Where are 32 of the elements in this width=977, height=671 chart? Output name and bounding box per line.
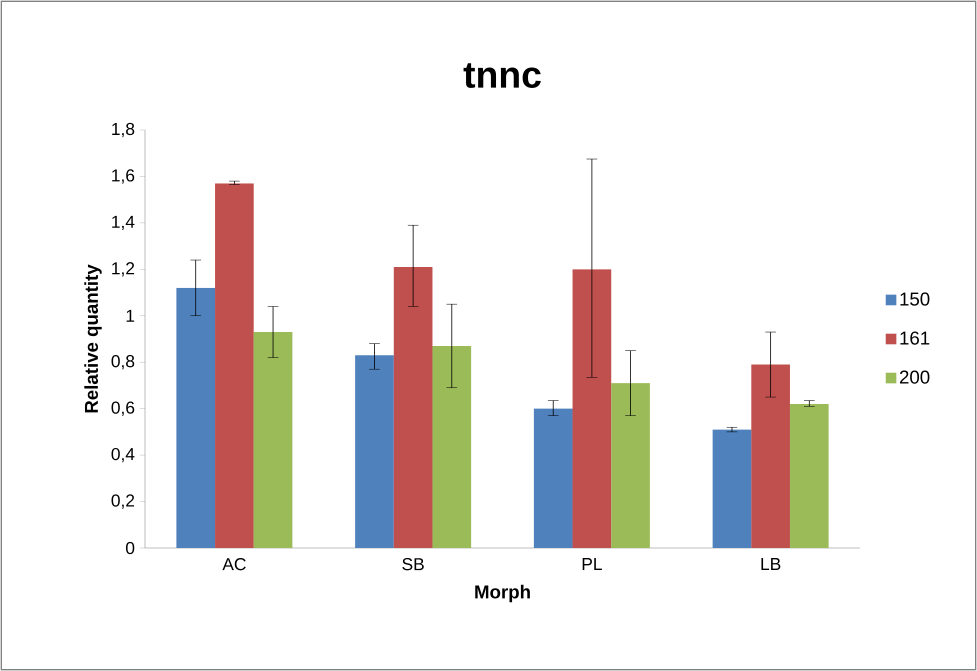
x-tick-label: AC <box>222 558 246 570</box>
bar <box>355 355 394 548</box>
y-tick-label: 0,8 <box>112 355 134 370</box>
y-tick-label: 0,4 <box>112 448 134 462</box>
y-tick-label: 1 <box>126 310 134 322</box>
y-tick-label: 1,8 <box>112 122 134 138</box>
bar <box>394 267 432 548</box>
bar <box>572 269 612 548</box>
bar <box>611 383 650 548</box>
y-tick-label: 0 <box>126 542 134 554</box>
bar <box>790 404 829 548</box>
x-axis-title: Morph <box>475 584 530 602</box>
y-tick-label: 1,4 <box>112 216 134 230</box>
x-tick-label: LB <box>761 558 780 570</box>
y-tick-label: 1,2 <box>112 262 134 276</box>
bar <box>215 183 254 548</box>
bar <box>432 346 472 548</box>
legend-label: 200 <box>900 370 930 384</box>
y-tick-label: 1,6 <box>112 169 134 184</box>
legend-label: 161 <box>900 331 930 345</box>
bar <box>254 332 292 548</box>
bar <box>751 364 790 548</box>
bar <box>534 408 573 548</box>
y-tick-label: 0,6 <box>112 402 134 416</box>
bar <box>712 430 752 548</box>
bar <box>176 288 216 548</box>
y-axis-title: Relative quantity <box>84 264 102 412</box>
chart-title: tnnc <box>464 63 541 88</box>
x-tick-label: SB <box>402 558 424 570</box>
legend-label: 150 <box>900 292 930 306</box>
x-tick-label: PL <box>582 558 602 570</box>
y-tick-label: 0,2 <box>112 494 134 509</box>
